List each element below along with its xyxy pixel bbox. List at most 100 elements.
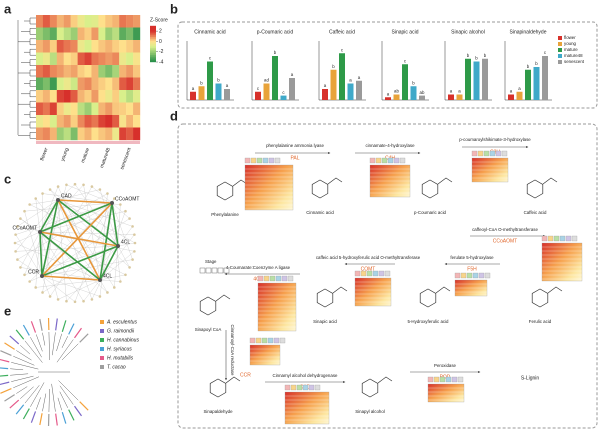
compound-label: Caffeic acid <box>524 210 547 215</box>
legend-label: H. mutabilis <box>107 355 134 361</box>
node <box>119 280 122 283</box>
structure <box>531 288 549 308</box>
edge <box>83 184 101 281</box>
significance-letter: c <box>282 90 285 95</box>
significance-letter: a <box>226 83 229 88</box>
heatmap-cell <box>56 65 64 78</box>
heatmap-cell <box>49 27 57 41</box>
group-label: mature48 <box>99 147 112 169</box>
colorbar <box>150 52 156 55</box>
significance-letter: a <box>192 86 195 91</box>
edge <box>29 199 59 205</box>
bar <box>330 69 337 100</box>
enzyme-abbr: PAL <box>290 155 299 161</box>
enzyme-abbr: POD <box>440 374 451 380</box>
bar <box>198 86 205 100</box>
node <box>112 286 116 289</box>
enzyme-abbr: CCR <box>240 372 251 378</box>
hub-node <box>38 230 42 234</box>
edge <box>20 218 41 233</box>
panel-label: c <box>4 171 11 186</box>
edge <box>57 186 101 281</box>
legend-label: mature <box>564 47 578 52</box>
heatmap-cell <box>49 127 57 141</box>
heatmap-cell <box>126 115 134 128</box>
heatmap-cell <box>98 77 106 91</box>
legend-swatch <box>100 356 104 360</box>
heatmap-cell <box>133 115 141 128</box>
stage-legend <box>199 267 206 274</box>
stage-box <box>302 384 309 391</box>
heatmap-cell <box>56 102 64 116</box>
heatmap-cell <box>84 15 92 28</box>
colorbar <box>150 38 156 41</box>
heatmap-cell <box>42 40 51 53</box>
legend-label: H. cannabinus <box>107 337 139 343</box>
colorbar <box>150 27 156 30</box>
edge <box>35 231 41 288</box>
stage-box <box>393 157 400 164</box>
heatmap-cell <box>56 115 64 128</box>
edge <box>41 275 100 297</box>
heatmap-cell <box>49 77 57 91</box>
heatmap-cell <box>98 52 106 66</box>
stage-box <box>269 275 276 282</box>
colorbar <box>150 42 156 45</box>
branch <box>35 397 41 410</box>
heatmap-cell <box>63 115 71 128</box>
bar <box>272 56 278 100</box>
significance-letter: ab <box>420 90 425 95</box>
colorbar <box>150 43 156 46</box>
heatmap-cell <box>42 102 51 116</box>
branch <box>20 386 34 399</box>
branch <box>42 393 47 412</box>
significance-letter: b <box>527 64 530 69</box>
stage-box <box>559 235 566 242</box>
stage-box <box>384 270 391 277</box>
leaf <box>30 321 37 333</box>
heatmap-cell <box>63 15 71 28</box>
colorbar <box>150 45 156 48</box>
edge <box>39 231 126 275</box>
node-label: 4CL <box>121 239 130 245</box>
stage-box <box>249 337 256 344</box>
leaf <box>0 367 9 370</box>
heatmap-cell <box>112 40 120 53</box>
heatmap-cell <box>84 115 92 128</box>
heatmap-cell <box>112 127 120 141</box>
structure <box>435 286 451 294</box>
heatmap-cell <box>42 77 51 91</box>
edge <box>99 234 135 281</box>
legend-swatch <box>558 42 562 46</box>
stage-box <box>279 337 286 344</box>
dendrogram <box>18 38 36 46</box>
heatmap-cell <box>70 40 78 53</box>
node <box>112 197 116 200</box>
node <box>131 225 134 228</box>
node <box>14 233 17 236</box>
heatmap-cell <box>84 90 92 103</box>
dendrogram <box>24 48 36 56</box>
bar <box>347 83 354 100</box>
heatmap-cell <box>77 27 85 41</box>
heatmap-cell <box>42 127 51 141</box>
structure <box>419 288 437 308</box>
node <box>19 217 22 220</box>
node <box>28 203 31 206</box>
edge <box>99 279 108 293</box>
stage-box <box>483 150 490 157</box>
heatmap-cell <box>126 65 134 78</box>
edge <box>57 184 76 201</box>
heatmap-cell <box>91 127 99 141</box>
heatmap-cell <box>56 90 64 103</box>
heatmap-cell <box>42 15 51 28</box>
leaf <box>68 323 75 335</box>
heatmap-cell <box>77 77 85 91</box>
branch <box>10 373 29 376</box>
enzyme-abbr: COMT <box>361 266 376 272</box>
heatmap-cell <box>56 40 64 53</box>
heatmap-cell <box>105 15 113 28</box>
heatmap-cell <box>42 65 51 78</box>
heatmap-cell <box>112 115 120 128</box>
heatmap-cell <box>63 65 71 78</box>
